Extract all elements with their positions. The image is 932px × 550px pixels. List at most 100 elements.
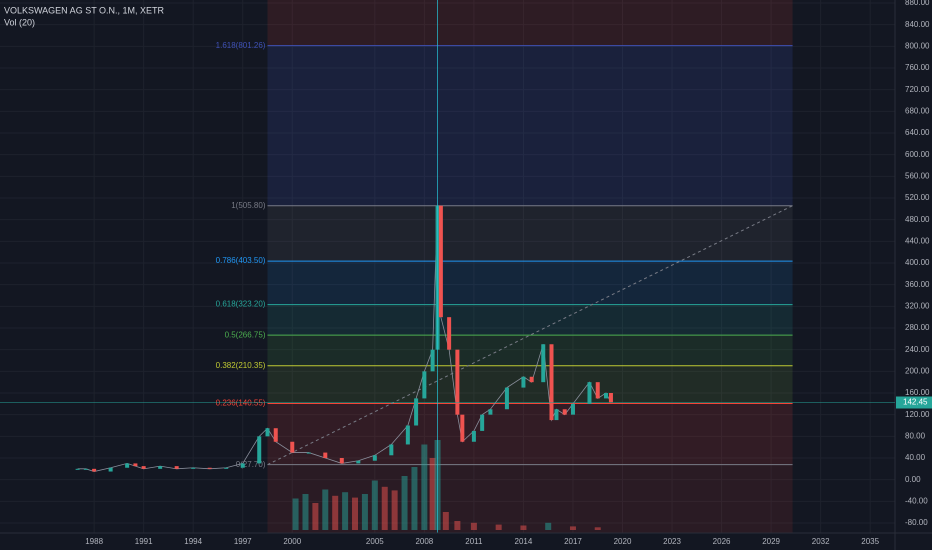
x-tick-label: 2026 <box>713 537 731 546</box>
candle <box>389 444 394 456</box>
fib-zone <box>267 45 793 206</box>
candle <box>207 467 212 469</box>
x-tick-label: 2000 <box>283 537 301 546</box>
last-price-label: 142.45 <box>903 398 928 407</box>
y-tick-label: 520.00 <box>905 193 930 202</box>
candle <box>306 452 311 454</box>
y-tick-label: 440.00 <box>905 236 930 245</box>
candle <box>554 409 559 421</box>
fib-label: 1(505.80) <box>231 201 266 210</box>
candle <box>430 349 435 372</box>
volume-bar <box>421 444 428 530</box>
volume-bar <box>569 526 576 530</box>
candle <box>174 466 179 469</box>
x-tick-label: 1988 <box>85 537 103 546</box>
candle <box>549 344 554 421</box>
candle <box>587 382 592 404</box>
fib-zone <box>267 304 793 336</box>
fib-zone <box>267 261 793 305</box>
y-tick-label: 240.00 <box>905 345 930 354</box>
volume-bar <box>292 498 299 530</box>
x-tick-label: 2008 <box>415 537 433 546</box>
price-series <box>75 0 613 533</box>
x-tick-label: 2011 <box>465 537 483 546</box>
y-tick-label: -40.00 <box>905 496 928 505</box>
x-tick-label: 1997 <box>234 537 252 546</box>
volume-bar <box>361 494 368 530</box>
fib-label: 1.618(801.26) <box>216 41 266 50</box>
volume-bar <box>545 522 552 530</box>
y-tick-label: 560.00 <box>905 171 930 180</box>
candle <box>108 467 113 472</box>
volume-bar <box>312 503 319 530</box>
x-tick-label: 2032 <box>812 537 830 546</box>
y-tick-label: 80.00 <box>905 431 926 440</box>
x-tick-label: 1994 <box>184 537 202 546</box>
candle <box>460 414 465 442</box>
y-tick-label: 640.00 <box>905 128 930 137</box>
candle <box>257 436 262 464</box>
candle <box>158 466 163 469</box>
y-tick-label: 280.00 <box>905 323 930 332</box>
y-tick-label: 600.00 <box>905 150 930 159</box>
candle <box>480 414 485 431</box>
y-tick-label: 680.00 <box>905 106 930 115</box>
y-tick-label: 360.00 <box>905 280 930 289</box>
fib-retracement: 1.618(801.26) 1(505.80) 0.786(403.50) 0.618… <box>216 0 793 533</box>
y-tick-label: 400.00 <box>905 258 930 267</box>
candle <box>438 205 443 318</box>
y-tick-label: 840.00 <box>905 20 930 29</box>
volume-bar <box>371 480 378 530</box>
y-tick-label: 760.00 <box>905 63 930 72</box>
fib-zone <box>267 335 793 366</box>
y-tick-label: -80.00 <box>905 518 928 527</box>
x-tick-label: 2035 <box>861 537 879 546</box>
volume-bar <box>352 497 359 530</box>
fib-zone-top <box>267 0 793 46</box>
x-tick-label: 2023 <box>663 537 681 546</box>
volume-bar <box>429 458 436 530</box>
x-tick-label: 2029 <box>762 537 780 546</box>
candle <box>265 428 270 437</box>
candle <box>608 393 613 403</box>
volume-bar <box>401 476 408 530</box>
candle <box>141 466 146 469</box>
candle <box>595 382 600 399</box>
volume-bar <box>520 525 527 530</box>
last-price-box <box>896 396 932 409</box>
volume-bar <box>454 521 461 530</box>
candle <box>603 393 608 399</box>
candle <box>323 452 328 458</box>
y-tick-label: 200.00 <box>905 366 930 375</box>
x-tick-label: 2014 <box>515 537 533 546</box>
grid <box>0 0 895 533</box>
candle <box>471 430 476 442</box>
candle <box>414 398 419 426</box>
fib-label: 0(27.70) <box>236 460 266 469</box>
candle <box>521 376 526 388</box>
candle <box>92 468 97 472</box>
y-tick-label: 40.00 <box>905 453 926 462</box>
volume-bar <box>391 490 398 530</box>
y-tick-label: 880.00 <box>905 0 930 7</box>
candle <box>356 460 361 464</box>
candle <box>133 463 138 467</box>
candle <box>504 387 509 410</box>
fib-label: 0.382(210.35) <box>216 361 266 370</box>
volume-bar <box>495 524 502 530</box>
fib-label: 0.786(403.50) <box>216 256 266 265</box>
candle <box>339 458 344 464</box>
y-tick-label: 160.00 <box>905 388 930 397</box>
candle <box>488 409 493 415</box>
candle <box>75 468 80 470</box>
candle <box>455 349 460 415</box>
volume-bar <box>332 495 339 530</box>
fib-trend-line <box>267 205 793 466</box>
candle <box>405 425 410 445</box>
fib-zone <box>267 205 793 262</box>
y-tick-label: 120.00 <box>905 410 930 419</box>
volume-bar <box>381 486 388 530</box>
fib-zone <box>267 365 793 404</box>
